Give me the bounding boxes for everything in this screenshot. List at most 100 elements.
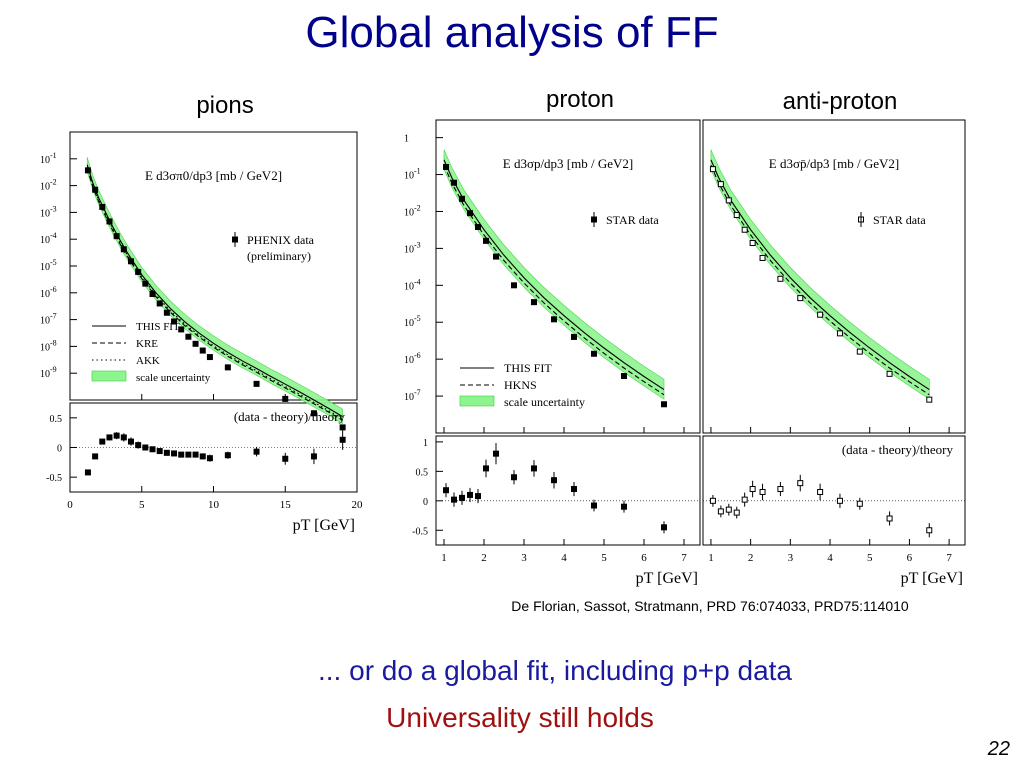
pions-data-point <box>224 364 231 371</box>
anti-proton-data-point <box>749 239 756 246</box>
proton-ratio-point <box>443 487 449 494</box>
anti-proton-data-point <box>759 254 766 261</box>
pions-ratio-y-tick-label: 0.5 <box>50 414 63 425</box>
proton-x-tick-label: 1 <box>441 552 447 564</box>
pions-x-tick-label: 5 <box>139 499 145 511</box>
proton-data-point <box>467 210 473 217</box>
anti-proton-bottom-frame <box>702 435 966 546</box>
pions-ratio-y-tick-label: 0 <box>57 444 62 455</box>
proton-data-point <box>661 401 667 408</box>
pions-data-point <box>206 354 213 361</box>
anti-proton-x-tick-label: 7 <box>946 552 952 564</box>
proton-ratio-point <box>511 474 517 481</box>
pions-legend-line-text: THIS FIT <box>136 321 180 333</box>
pions-y-tick-label: 10-4 <box>40 231 57 246</box>
pions-ratio-point <box>120 434 127 441</box>
pions-legend-line-text: KRE <box>136 338 158 350</box>
anti-proton-data-point <box>777 275 784 282</box>
anti-proton-fit-curve <box>710 159 930 391</box>
pions-legend-data-text: PHENIX data <box>247 233 315 247</box>
anti-proton-legend-data-text: STAR data <box>873 213 926 227</box>
pions-data-point <box>142 280 149 287</box>
pions-ratio-point <box>92 453 99 460</box>
citation: De Florian, Sassot, Stratmann, PRD 76:07… <box>511 598 909 614</box>
pions-ratio-point <box>206 455 213 462</box>
pions-data-point <box>310 410 317 417</box>
anti-proton-ratio-point <box>725 506 732 513</box>
anti-proton-x-axis-label: pT [GeV] <box>901 570 963 587</box>
pions-data-point <box>339 424 346 431</box>
anti-proton-data-point <box>817 311 824 318</box>
pions-ratio-point <box>253 448 260 455</box>
proton-x-tick-label: 6 <box>641 552 647 564</box>
proton-ratio-point <box>467 491 473 498</box>
proton-ratio-point <box>459 494 465 501</box>
pions-data-point <box>171 318 178 325</box>
pions-data-point <box>178 326 185 333</box>
proton-ratio-point <box>661 524 667 531</box>
anti-proton-x-tick-label: 6 <box>907 552 913 564</box>
slide-title: Global analysis of FF <box>305 8 719 57</box>
anti-proton-ratio-point <box>759 488 766 495</box>
proton-ratio-point <box>451 496 457 503</box>
pions-data-point <box>149 291 156 298</box>
proton-ratio-y-tick-label: 0.5 <box>416 467 429 478</box>
pions-y-tick-label: 10-7 <box>40 312 57 327</box>
anti-proton-ratio-point <box>741 496 748 503</box>
anti-proton-ratio-point <box>836 497 843 504</box>
anti-proton-data-point <box>797 295 804 302</box>
pions-y-tick-label: 10-1 <box>40 151 57 166</box>
pions-y-tick-label: 10-6 <box>40 285 57 300</box>
anti-proton-x-tick-label: 5 <box>867 552 873 564</box>
anti-proton-data-point <box>856 348 863 355</box>
pions-ratio-point <box>99 438 106 445</box>
proton-data-point <box>483 237 489 244</box>
panel-label-pions: pions <box>196 92 254 119</box>
anti-proton-data-point <box>836 330 843 337</box>
proton-fit-curve <box>443 159 665 391</box>
pions-ratio-point <box>106 434 113 441</box>
pions-ratio-point <box>142 444 149 451</box>
proton-legend-data-text: STAR data <box>606 213 659 227</box>
pions-x-tick-label: 0 <box>67 499 73 511</box>
anti-proton-data-point <box>733 212 740 219</box>
proton-ratio-point <box>551 477 557 484</box>
proton-y-tick-label: 10-6 <box>404 351 421 366</box>
pions-ratio-point <box>127 438 134 445</box>
anti-proton-data-point <box>717 181 724 188</box>
proton-data-point <box>475 223 481 230</box>
proton-y-axis-formula: E d3σp/dp3 [mb / GeV2] <box>503 156 634 171</box>
anti-proton-x-tick-label: 3 <box>788 552 794 564</box>
pions-data-point <box>199 347 206 354</box>
proton-legend-line-text: scale uncertainty <box>504 395 585 409</box>
proton-data-point <box>443 164 449 171</box>
pions-x-tick-label: 10 <box>208 499 220 511</box>
proton-y-tick-label: 10-5 <box>404 314 421 329</box>
anti-proton-ratio-label: (data - theory)/theory <box>842 442 954 457</box>
proton-top-frame <box>435 119 701 434</box>
pions-ratio-point <box>135 442 142 449</box>
proton-ratio-point <box>475 493 481 500</box>
pions-data-point <box>106 218 113 225</box>
panel-label-proton: proton <box>545 86 615 113</box>
pions-ratio-point <box>84 469 91 476</box>
proton-ratio-point <box>531 465 537 472</box>
panel-label-anti-proton: anti-proton <box>782 88 898 115</box>
anti-proton-ratio-point <box>856 500 863 507</box>
proton-legend-band <box>459 395 495 407</box>
proton-data-point <box>493 253 499 260</box>
pions-x-tick-label: 20 <box>352 499 364 511</box>
anti-proton-top-frame <box>702 119 966 434</box>
anti-proton-x-tick-label: 4 <box>827 552 833 564</box>
anti-proton-data-point <box>725 197 732 204</box>
pions-data-point <box>185 333 192 340</box>
proton-ratio-y-tick-label: 0 <box>423 497 428 508</box>
anti-proton-ratio-point <box>777 486 784 493</box>
pions-y-axis-formula: E d3σπ0/dp3 [mb / GeV2] <box>145 168 282 183</box>
pions-y-tick-label: 10-9 <box>40 365 57 380</box>
pions-y-tick-label: 10-2 <box>40 178 57 193</box>
proton-scale-band <box>443 149 665 400</box>
proton-data-point <box>571 333 577 340</box>
pions-x-tick-label: 15 <box>280 499 292 511</box>
